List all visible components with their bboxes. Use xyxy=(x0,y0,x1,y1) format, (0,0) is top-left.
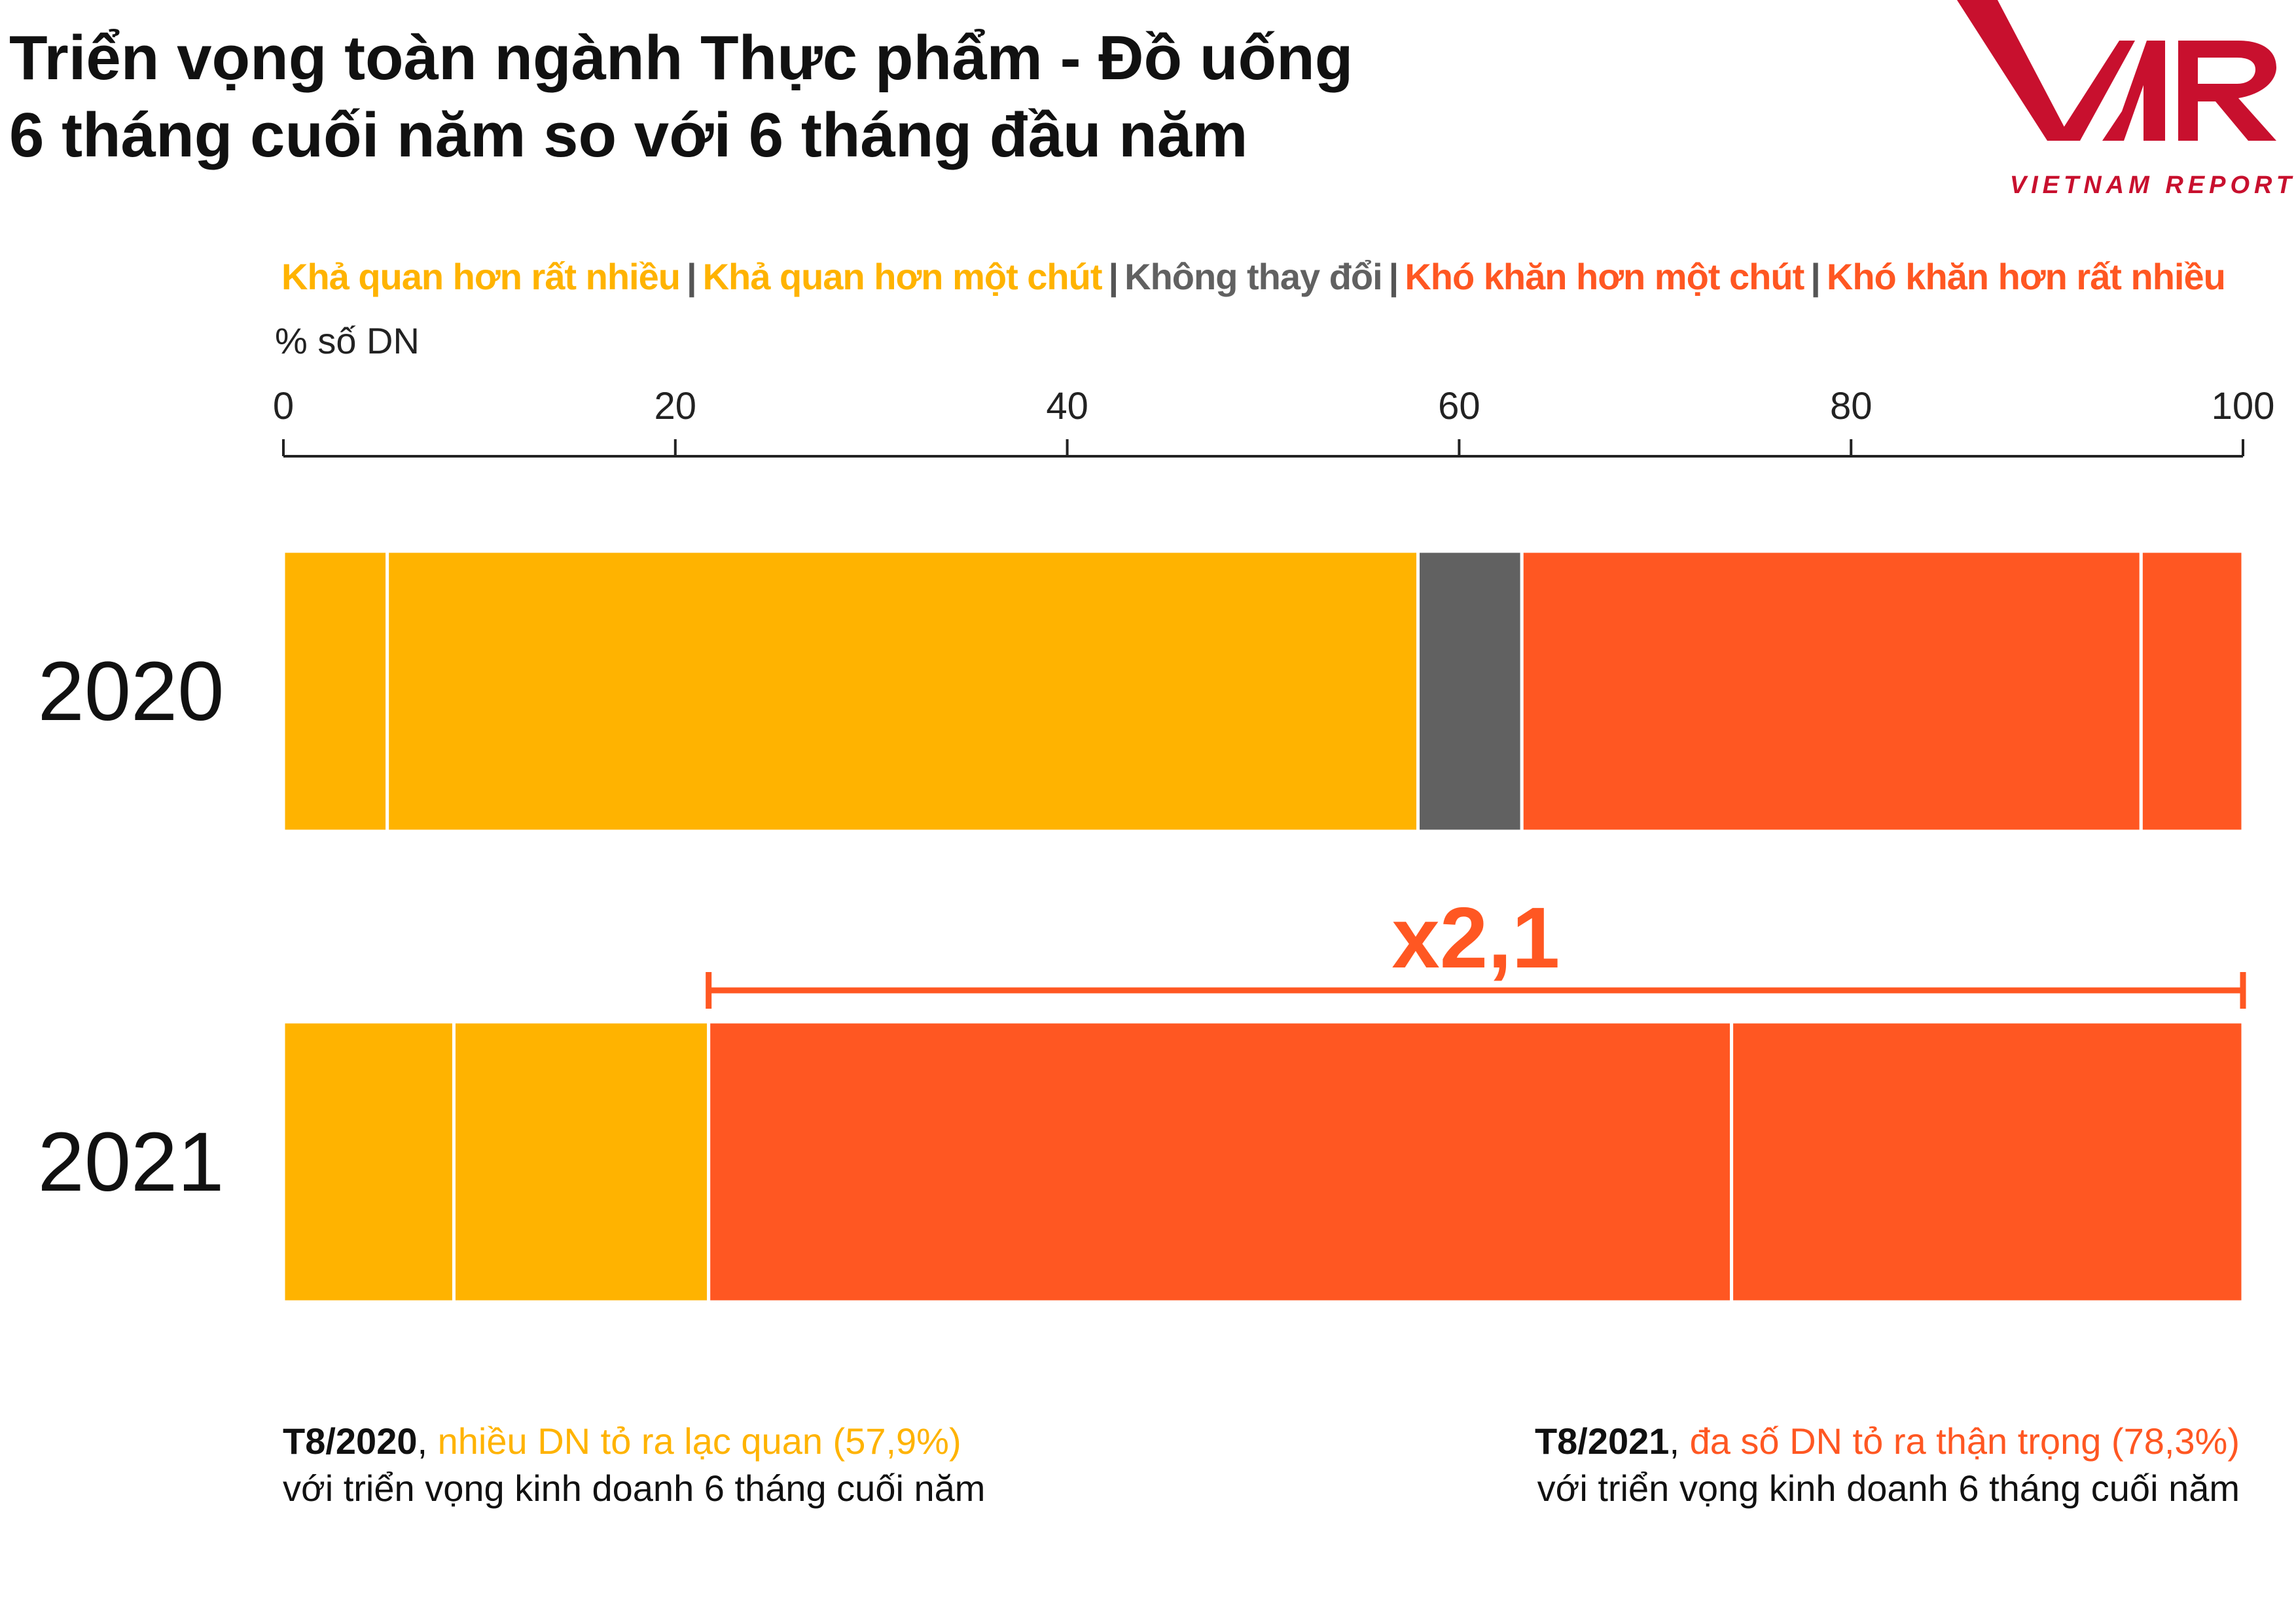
legend-separator: | xyxy=(686,256,697,297)
annotation-label: x2,1 xyxy=(1391,890,1560,986)
stacked-bar-chart: 0 20 40 60 80 100 2020 2021 x2,1 xyxy=(37,385,2275,1304)
chart-title: Triển vọng toàn ngành Thực phẩm - Đồ uốn… xyxy=(9,20,1353,174)
legend-item: Không thay đổi xyxy=(1124,256,1383,297)
x-tick-label: 20 xyxy=(655,385,697,427)
bar-segment xyxy=(707,1020,1734,1304)
title-line-1: Triển vọng toàn ngành Thực phẩm - Đồ uốn… xyxy=(9,23,1354,93)
legend-separator: | xyxy=(1388,256,1399,297)
vnr-logo: VIETNAM REPORT xyxy=(1957,0,2296,209)
x-tick-label: 40 xyxy=(1046,385,1088,427)
note-2021-period: T8/2021 xyxy=(1534,1420,1670,1462)
legend-item: Khả quan hơn rất nhiều xyxy=(281,256,681,297)
note-2020: T8/2020, nhiều DN tỏ ra lạc quan (57,9%)… xyxy=(283,1418,985,1512)
category-label: 2020 xyxy=(38,645,224,738)
vnr-logo-mark xyxy=(1957,0,2276,141)
bar-segment xyxy=(1416,549,1524,833)
bar-segment xyxy=(386,549,1420,833)
note-2021-line2: với triển vọng kinh doanh 6 tháng cuối n… xyxy=(1537,1468,2240,1509)
bar-segment xyxy=(1520,549,2143,833)
bar-segment xyxy=(1730,1020,2245,1304)
note-2020-period: T8/2020 xyxy=(283,1420,418,1462)
note-2020-highlight: nhiều DN tỏ ra lạc quan (57,9%) xyxy=(437,1420,961,1462)
legend-item: Khó khăn hơn một chút xyxy=(1405,256,1804,297)
note-2021: T8/2021, đa số DN tỏ ra thận trọng (78,3… xyxy=(1535,1418,2240,1512)
bar-segment xyxy=(281,1020,456,1304)
legend-item: Khó khăn hơn rất nhiều xyxy=(1826,256,2226,297)
unit-label: % số DN xyxy=(275,320,420,361)
legend-item: Khả quan hơn một chút xyxy=(702,256,1103,297)
bar-segment xyxy=(2139,549,2245,833)
x-tick-label: 0 xyxy=(273,385,294,427)
logo-subtitle: VIETNAM REPORT xyxy=(2009,171,2296,199)
bar-segment xyxy=(281,549,389,833)
category-label: 2021 xyxy=(38,1115,224,1209)
x-tick-label: 80 xyxy=(1830,385,1873,427)
x-tick-label: 100 xyxy=(2212,385,2275,427)
legend-separator: | xyxy=(1108,256,1119,297)
bar-segment xyxy=(452,1020,711,1304)
legend-separator: | xyxy=(1810,256,1821,297)
legend: Khả quan hơn rất nhiều | Khả quan hơn một … xyxy=(281,255,2226,298)
note-2020-line2: với triển vọng kinh doanh 6 tháng cuối n… xyxy=(283,1468,986,1509)
x-tick-label: 60 xyxy=(1438,385,1480,427)
title-line-2: 6 tháng cuối năm so với 6 tháng đầu năm xyxy=(9,100,1248,170)
note-2021-highlight: đa số DN tỏ ra thận trọng (78,3%) xyxy=(1689,1420,2240,1462)
